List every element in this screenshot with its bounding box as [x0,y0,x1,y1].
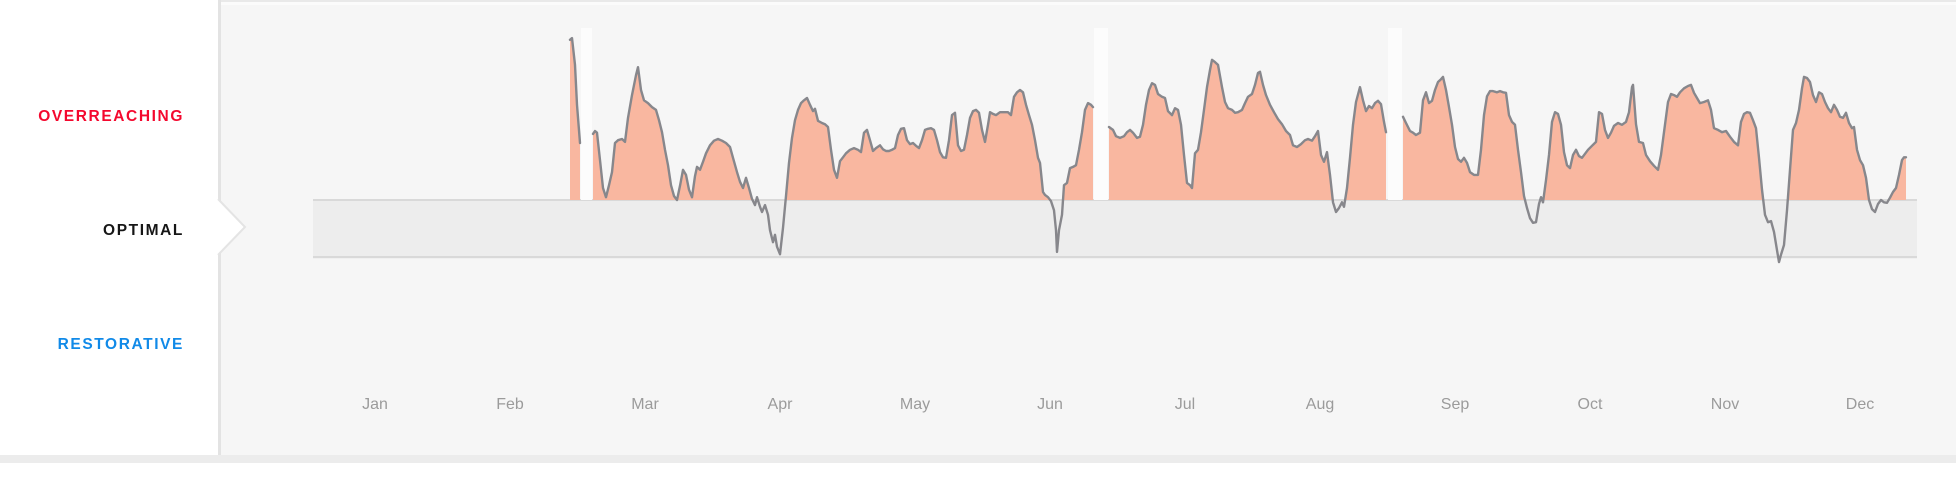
optimal-band [313,200,1917,257]
optimal-zone-pointer-icon [217,195,249,259]
zone-label-overreaching: OVERREACHING [38,108,184,125]
overreaching-area [570,38,580,200]
overreaching-area [1109,59,1386,200]
data-gap [1094,28,1108,200]
data-gap [581,28,592,200]
form-line [568,36,582,145]
x-axis-label-sep: Sep [1440,396,1470,413]
x-axis-label-feb: Feb [496,396,524,413]
form-line [1401,75,1908,264]
x-axis-label-mar: Mar [631,396,659,413]
overreaching-area [1403,76,1906,200]
bottom-divider [0,455,1956,463]
x-axis-label-may: May [899,396,931,413]
zone-label-optimal: OPTIMAL [103,222,184,239]
x-axis-label-apr: Apr [767,396,793,413]
x-axis-label-dec: Dec [1845,396,1875,413]
chart-plot-area[interactable]: Jan Feb Mar Apr May Jun Jul Aug Sep Oct Nov Dec [221,0,1956,455]
x-axis-label-oct: Oct [1577,396,1603,413]
x-axis-label-nov: Nov [1710,396,1740,413]
overreaching-area [593,67,1093,200]
x-axis-label-jan: Jan [362,396,388,413]
x-axis-label-jun: Jun [1037,396,1063,413]
zone-label-restorative: RESTORATIVE [57,336,184,353]
x-axis-label-jul: Jul [1174,396,1196,413]
form-line [591,66,1095,256]
training-status-widget: OVERREACHING OPTIMAL RESTORATIVE Jan Feb M… [0,0,1956,455]
zone-legend-sidebar: OVERREACHING OPTIMAL RESTORATIVE [0,0,221,455]
form-line [1107,58,1388,214]
x-axis-label-aug: Aug [1305,396,1335,413]
data-gap [1388,28,1402,200]
